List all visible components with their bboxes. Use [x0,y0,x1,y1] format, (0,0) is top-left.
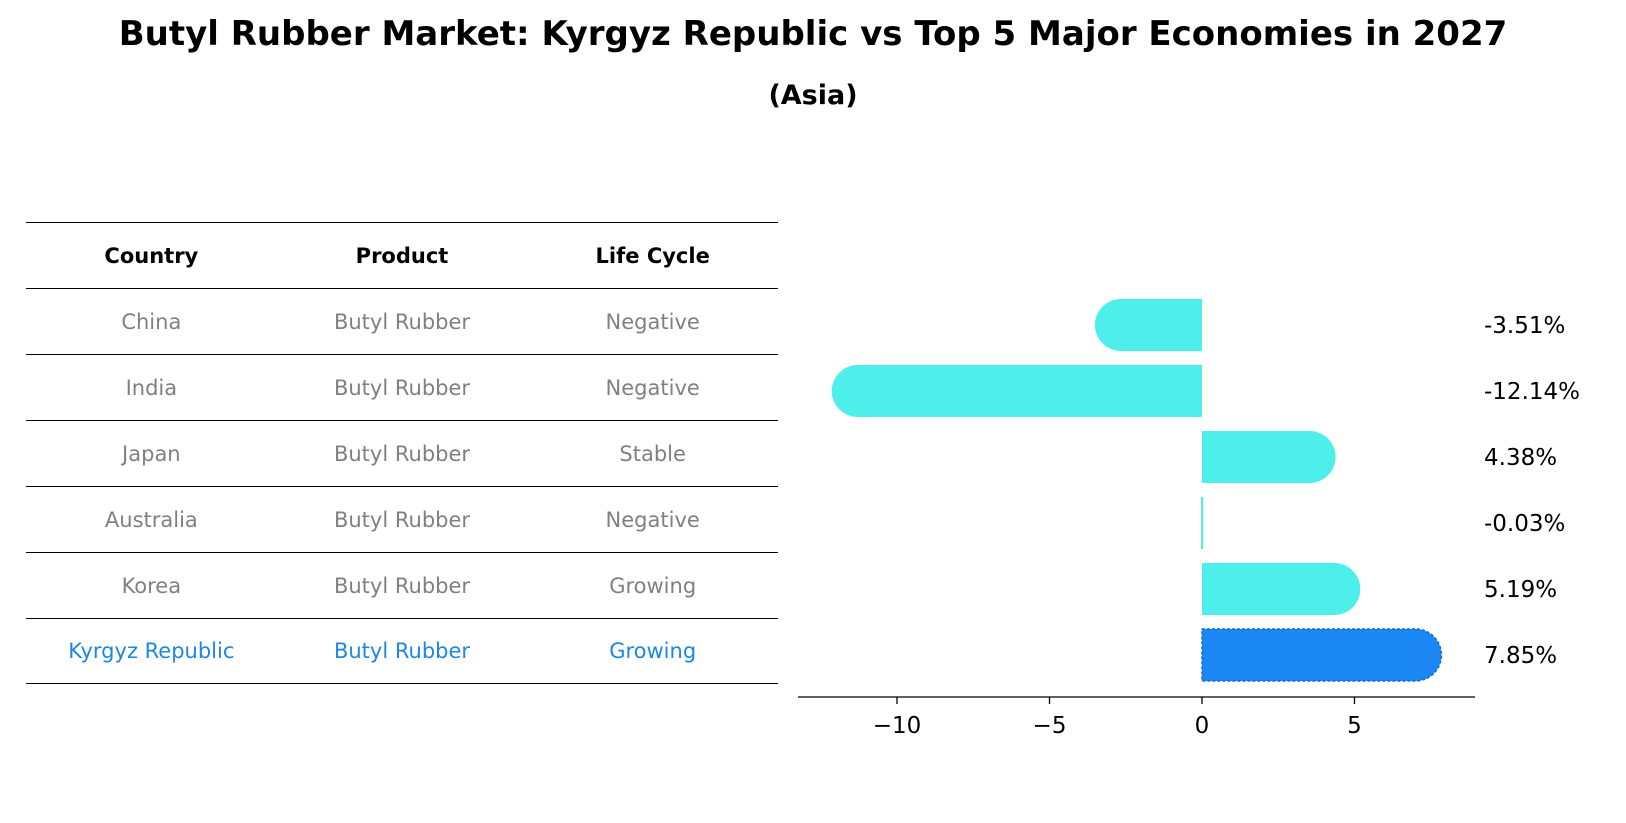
product-cell: Butyl Rubber [333,639,471,663]
table-row: China Butyl Rubber Negative [26,288,778,354]
value-label: -3.51% [1484,313,1565,339]
table-header-row: Country Product Life Cycle [26,222,778,288]
header-life-cycle: Life Cycle [595,243,710,268]
market-table: Country Product Life Cycle China Butyl R… [26,222,778,684]
bar-india [831,365,1202,417]
x-tick-label: 5 [1347,713,1362,739]
life-cycle-cell: Stable [619,441,686,466]
country-cell: India [125,375,178,400]
x-tick-label: 0 [1195,713,1210,739]
product-cell: Butyl Rubber [333,507,471,532]
life-cycle-cell: Negative [605,375,700,400]
x-tick-label: −5 [1033,713,1067,739]
product-cell: Butyl Rubber [333,573,471,598]
value-label: 7.85% [1484,643,1557,669]
x-tick-label: −10 [873,713,922,739]
table-row: Australia Butyl Rubber Negative [26,486,778,552]
life-cycle-cell: Negative [605,507,700,532]
life-cycle-cell: Growing [609,639,697,663]
product-cell: Butyl Rubber [333,375,471,400]
country-cell: China [121,309,182,334]
value-label: -12.14% [1484,379,1580,405]
value-label: 5.19% [1484,577,1557,603]
bar-korea [1202,563,1361,615]
chart-subtitle: (Asia) [768,80,858,111]
life-cycle-cell: Growing [609,573,697,598]
country-cell: Japan [122,441,181,466]
product-cell: Butyl Rubber [333,441,471,466]
table-row-highlight: Kyrgyz Republic Butyl Rubber Growing [26,618,778,684]
product-cell: Butyl Rubber [333,309,471,334]
value-label: -0.03% [1484,511,1565,537]
bar-japan [1202,431,1336,483]
table-row: India Butyl Rubber Negative [26,354,778,420]
country-cell: Korea [121,573,182,598]
life-cycle-cell: Negative [605,309,700,334]
table-row: Korea Butyl Rubber Growing [26,552,778,618]
bar-china [1094,299,1202,351]
header-product: Product [355,243,449,268]
chart-title: Butyl Rubber Market: Kyrgyz Republic vs … [118,14,1508,54]
table-row: Japan Butyl Rubber Stable [26,420,778,486]
header-country: Country [104,243,199,268]
bar-kyrgyz-republic [1201,628,1443,682]
value-label: 4.38% [1484,445,1557,471]
country-cell: Australia [104,507,198,532]
country-cell: Kyrgyz Republic [68,639,235,663]
